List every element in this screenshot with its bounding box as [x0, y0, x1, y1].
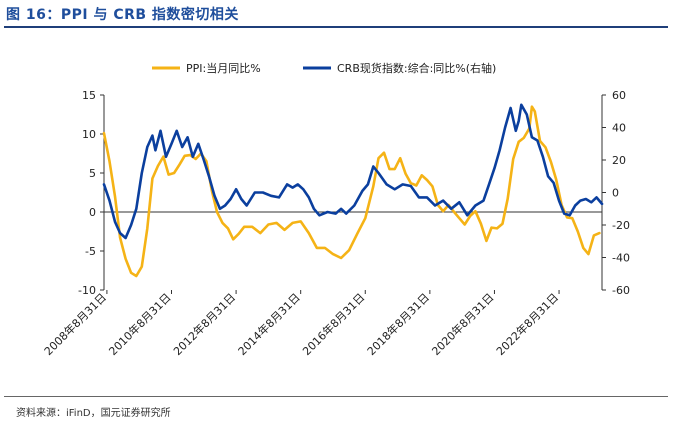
left-axis-tick-label: -5 — [85, 245, 96, 258]
chart-title: 图 16：PPI 与 CRB 指数密切相关 — [6, 7, 239, 23]
left-axis-tick-label: 5 — [89, 167, 96, 180]
x-axis-tick-label: 2014年8月31日 — [235, 290, 303, 358]
ppi-series-line — [102, 105, 601, 278]
footer-rule — [4, 396, 668, 397]
left-axis-tick-label: 15 — [82, 89, 96, 102]
legend-label-ppi: PPI:当月同比% — [186, 61, 261, 75]
legend-label-crb: CRB现货指数:综合:同比%(右轴) — [337, 61, 496, 75]
x-axis-tick-label: 2018年8月31日 — [364, 290, 432, 358]
x-axis-tick-label: 2010年8月31日 — [106, 290, 174, 358]
right-axis-tick-label: 40 — [612, 122, 626, 135]
right-axis-tick-label: 0 — [612, 187, 619, 200]
source-note: 资料来源：iFinD，国元证券研究所 — [16, 408, 171, 419]
x-axis-tick-label: 2008年8月31日 — [41, 290, 109, 358]
left-axis-tick-label: 10 — [82, 128, 96, 141]
right-axis-tick-label: 60 — [612, 89, 626, 102]
x-axis-tick-label: 2022年8月31日 — [493, 290, 561, 358]
x-axis-tick-label: 2020年8月31日 — [429, 290, 497, 358]
x-axis-tick-label: 2012年8月31日 — [170, 290, 238, 358]
right-axis-tick-label: -40 — [612, 252, 630, 265]
right-axis-tick-label: -20 — [612, 219, 630, 232]
right-axis-tick-label: 20 — [612, 154, 626, 167]
crb-series-line — [102, 103, 604, 240]
left-axis-tick-label: 0 — [89, 206, 96, 219]
chart-canvas: 151050-5-106040200-20-40-602008年8月31日201… — [41, 61, 630, 358]
title-rule — [4, 26, 668, 28]
x-axis-tick-label: 2016年8月31日 — [300, 290, 368, 358]
left-axis-tick-label: -10 — [78, 284, 96, 297]
right-axis-tick-label: -60 — [612, 284, 630, 297]
